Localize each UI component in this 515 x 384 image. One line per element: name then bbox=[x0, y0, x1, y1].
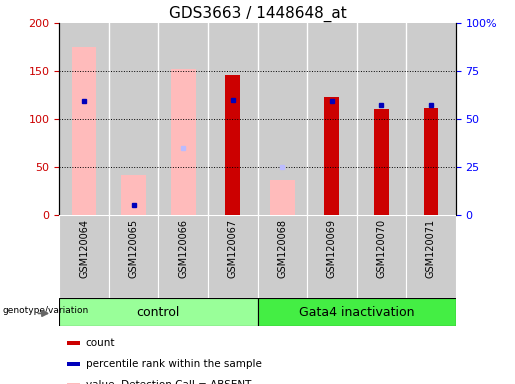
Bar bbox=[67, 382, 80, 384]
Bar bbox=[270, 180, 295, 215]
Bar bbox=[258, 215, 307, 298]
Bar bbox=[225, 75, 240, 215]
Text: GSM120067: GSM120067 bbox=[228, 219, 238, 278]
Bar bbox=[374, 109, 389, 215]
Bar bbox=[406, 23, 456, 215]
Bar bbox=[423, 109, 438, 215]
Text: GSM120068: GSM120068 bbox=[277, 219, 287, 278]
Text: value, Detection Call = ABSENT: value, Detection Call = ABSENT bbox=[85, 380, 251, 384]
Text: control: control bbox=[136, 306, 180, 318]
Text: Gata4 inactivation: Gata4 inactivation bbox=[299, 306, 415, 318]
Bar bbox=[307, 23, 356, 215]
Text: GSM120064: GSM120064 bbox=[79, 219, 89, 278]
Bar bbox=[258, 298, 456, 326]
Bar bbox=[59, 215, 109, 298]
Bar bbox=[324, 97, 339, 215]
Bar bbox=[258, 23, 307, 215]
Text: GSM120071: GSM120071 bbox=[426, 219, 436, 278]
Text: count: count bbox=[85, 338, 115, 348]
Bar bbox=[307, 215, 356, 298]
Text: GSM120066: GSM120066 bbox=[178, 219, 188, 278]
Bar bbox=[121, 175, 146, 215]
Bar bbox=[356, 215, 406, 298]
Title: GDS3663 / 1448648_at: GDS3663 / 1448648_at bbox=[168, 5, 347, 22]
Bar bbox=[208, 215, 258, 298]
Bar bbox=[208, 23, 258, 215]
Bar bbox=[67, 341, 80, 346]
Bar bbox=[67, 362, 80, 366]
Bar bbox=[171, 69, 196, 215]
Bar bbox=[59, 298, 258, 326]
Text: GSM120065: GSM120065 bbox=[129, 219, 139, 278]
Bar bbox=[159, 215, 208, 298]
Bar bbox=[109, 215, 159, 298]
Text: GSM120070: GSM120070 bbox=[376, 219, 386, 278]
Bar bbox=[158, 23, 208, 215]
Bar bbox=[59, 23, 109, 215]
Bar bbox=[406, 215, 456, 298]
Text: percentile rank within the sample: percentile rank within the sample bbox=[85, 359, 262, 369]
Text: genotype/variation: genotype/variation bbox=[3, 306, 89, 315]
Bar bbox=[72, 47, 96, 215]
Bar bbox=[356, 23, 406, 215]
Text: GSM120069: GSM120069 bbox=[327, 219, 337, 278]
Bar bbox=[109, 23, 158, 215]
